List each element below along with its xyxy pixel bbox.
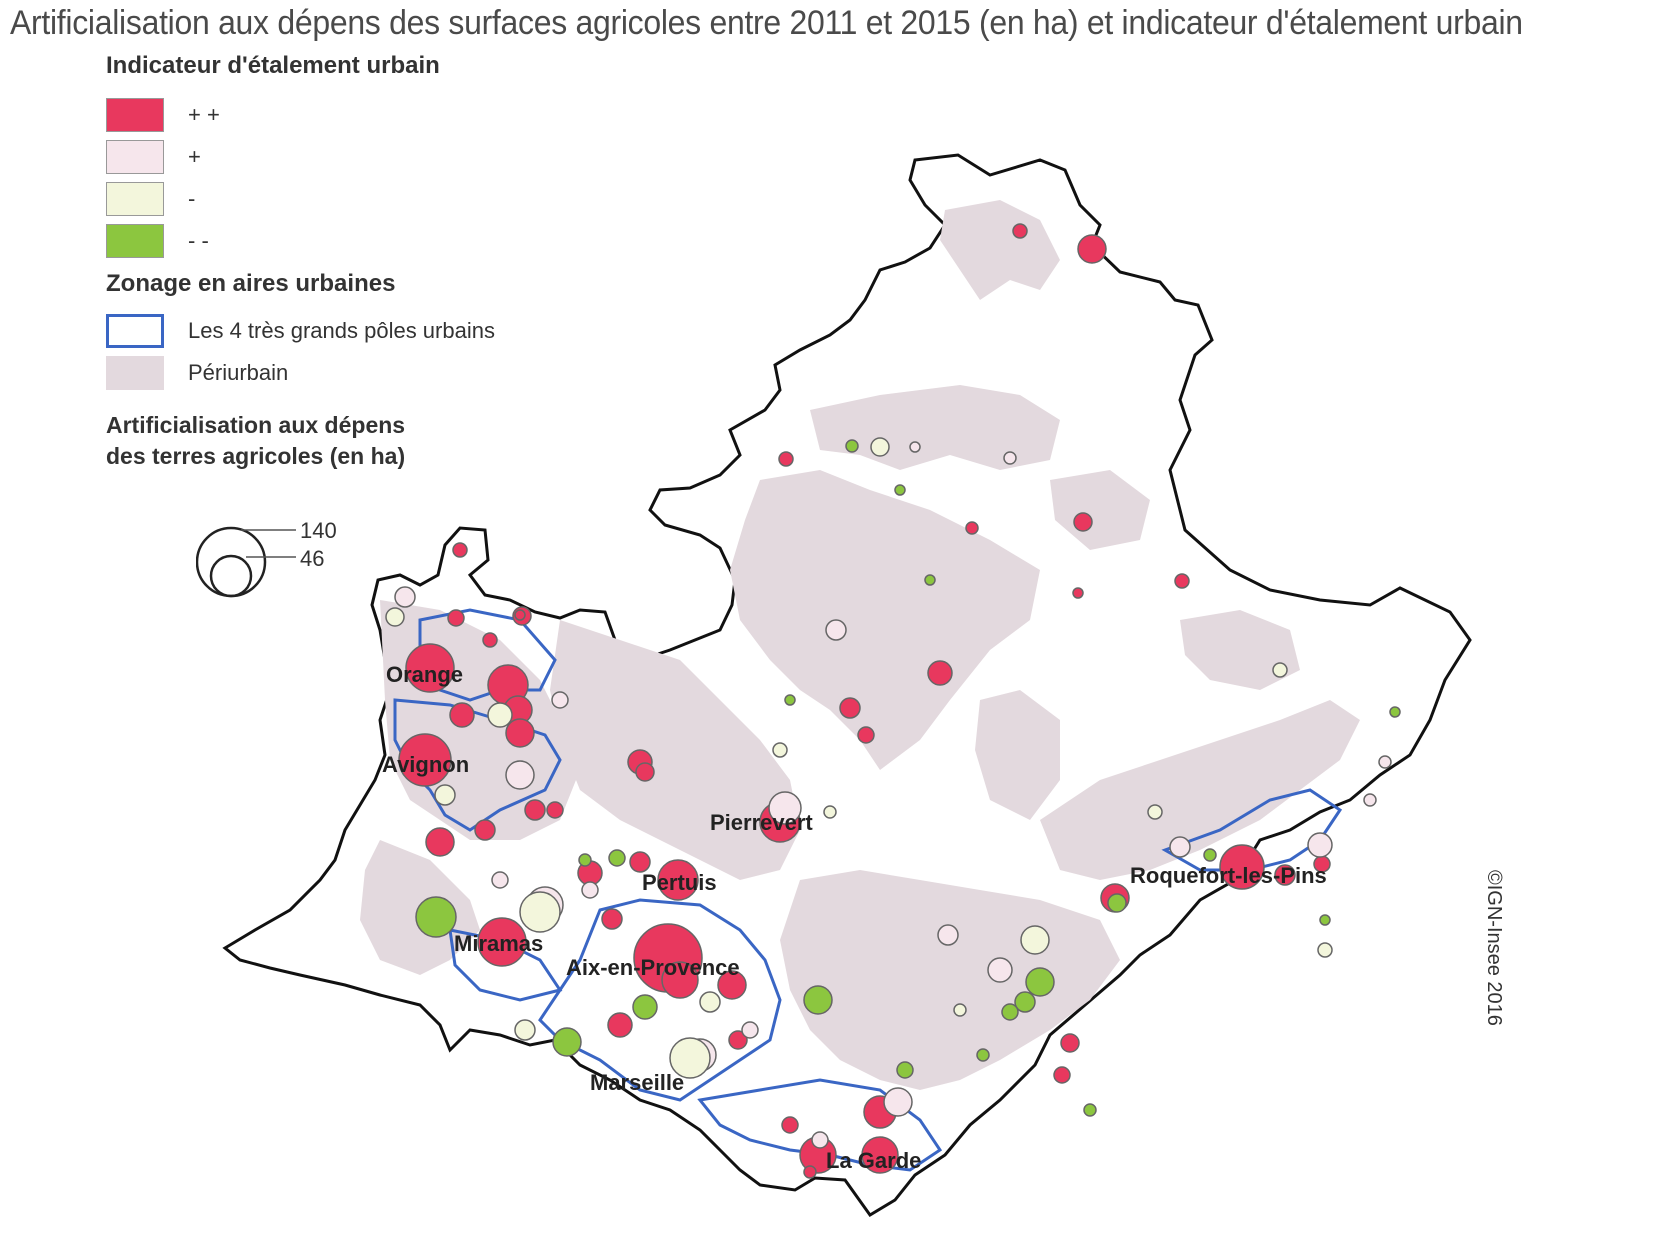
map-credit: ©IGN-Insee 2016	[1483, 870, 1505, 1026]
legend-label: - -	[188, 228, 209, 253]
city-label-orange: Orange	[386, 662, 463, 687]
legend-label: -	[188, 186, 196, 211]
city-label-pertuis: Pertuis	[642, 870, 717, 895]
legend-swatch-periurbain	[106, 356, 164, 390]
circle-legend-value-large: 140	[300, 518, 337, 543]
legend-circle-heading-1: Artificialisation aux dépens	[106, 412, 406, 438]
legend-zoning-heading: Zonage en aires urbaines	[106, 270, 396, 297]
city-label-roquefort-les-pins: Roquefort-les-Pins	[1130, 863, 1327, 888]
city-label-avignon: Avignon	[382, 752, 469, 777]
legend-row-minus: -	[106, 178, 566, 220]
legend-label: +	[188, 144, 201, 169]
legend-row-poles: Les 4 très grands pôles urbains	[106, 310, 566, 352]
legend-swatch-poles	[106, 314, 164, 348]
legend-circle-heading-2: des terres agricoles (en ha)	[106, 443, 406, 469]
city-label-pierrevert: Pierrevert	[710, 810, 813, 835]
legend-label: + +	[188, 102, 220, 127]
circle-size-legend: 140 46	[195, 510, 356, 600]
circle-size-legend-graphic	[195, 526, 296, 598]
legend-spread-heading: Indicateur d'étalement urbain	[106, 52, 440, 79]
circle-legend-value-small: 46	[300, 546, 325, 571]
city-labels: Orange Avignon Pierrevert Pertuis Mirama…	[382, 662, 1327, 1173]
city-label-marseille: Marseille	[590, 1070, 684, 1095]
legend-row-periurbain: Périurbain	[106, 352, 566, 394]
city-label-miramas: Miramas	[454, 931, 543, 956]
legend-label: Périurbain	[188, 360, 289, 385]
city-label-aix-en-provence: Aix-en-Provence	[566, 955, 740, 980]
circles-minus-minus	[415, 439, 1401, 1117]
legend-row-minus-minus: - -	[106, 220, 566, 262]
artificialisation-circles	[385, 223, 1401, 1179]
legend: Indicateur d'étalement urbain + + + - - …	[106, 52, 566, 470]
legend-row-plus: +	[106, 136, 566, 178]
legend-swatch-minus	[106, 182, 164, 216]
legend-swatch-plus-plus	[106, 98, 164, 132]
circles-plus-plus	[398, 223, 1331, 1179]
legend-swatch-minus-minus	[106, 224, 164, 258]
city-label-la-garde: La Garde	[826, 1148, 921, 1173]
legend-label: Les 4 très grands pôles urbains	[188, 318, 495, 343]
circles-minus	[385, 437, 1333, 1079]
map-title: Artificialisation aux dépens des surface…	[10, 4, 1523, 42]
legend-row-plus-plus: + +	[106, 94, 566, 136]
legend-swatch-plus	[106, 140, 164, 174]
